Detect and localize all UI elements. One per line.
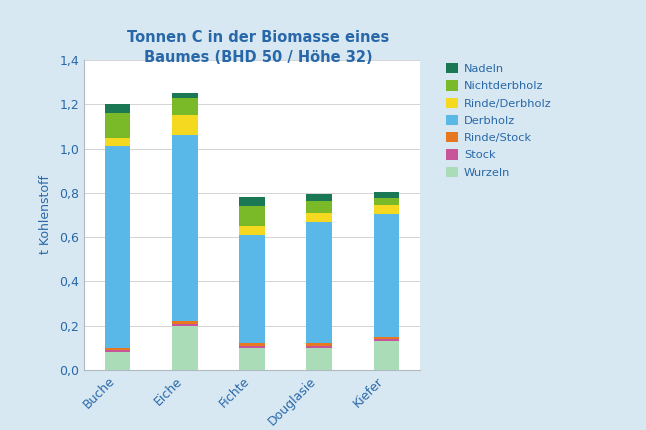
Bar: [172, 98, 198, 116]
Bar: [373, 205, 399, 214]
Bar: [172, 321, 198, 324]
Bar: [306, 194, 332, 201]
Bar: [105, 138, 130, 147]
Bar: [239, 197, 265, 206]
Bar: [105, 104, 130, 113]
Bar: [306, 346, 332, 348]
Y-axis label: t Kohlenstoff: t Kohlenstoff: [39, 175, 52, 255]
Bar: [373, 341, 399, 370]
Bar: [239, 206, 265, 226]
Bar: [105, 352, 130, 370]
Bar: [373, 339, 399, 341]
Bar: [306, 348, 332, 370]
Bar: [373, 214, 399, 337]
Bar: [239, 235, 265, 343]
Bar: [239, 343, 265, 346]
Bar: [373, 192, 399, 198]
Bar: [172, 116, 198, 135]
Bar: [306, 213, 332, 221]
Bar: [172, 93, 198, 98]
Bar: [306, 343, 332, 346]
Bar: [105, 147, 130, 348]
Bar: [105, 348, 130, 350]
Bar: [306, 201, 332, 213]
Legend: Nadeln, Nichtderbholz, Rinde/Derbholz, Derbholz, Rinde/Stock, Stock, Wurzeln: Nadeln, Nichtderbholz, Rinde/Derbholz, D…: [443, 60, 555, 181]
Bar: [172, 135, 198, 321]
Bar: [239, 346, 265, 348]
Bar: [239, 348, 265, 370]
Bar: [105, 113, 130, 138]
Bar: [239, 226, 265, 235]
Bar: [373, 337, 399, 339]
Bar: [172, 326, 198, 370]
Text: Tonnen C in der Biomasse eines
Baumes (BHD 50 / Höhe 32): Tonnen C in der Biomasse eines Baumes (B…: [127, 30, 390, 65]
Bar: [373, 198, 399, 205]
Bar: [172, 324, 198, 326]
Bar: [105, 350, 130, 352]
Bar: [306, 221, 332, 343]
